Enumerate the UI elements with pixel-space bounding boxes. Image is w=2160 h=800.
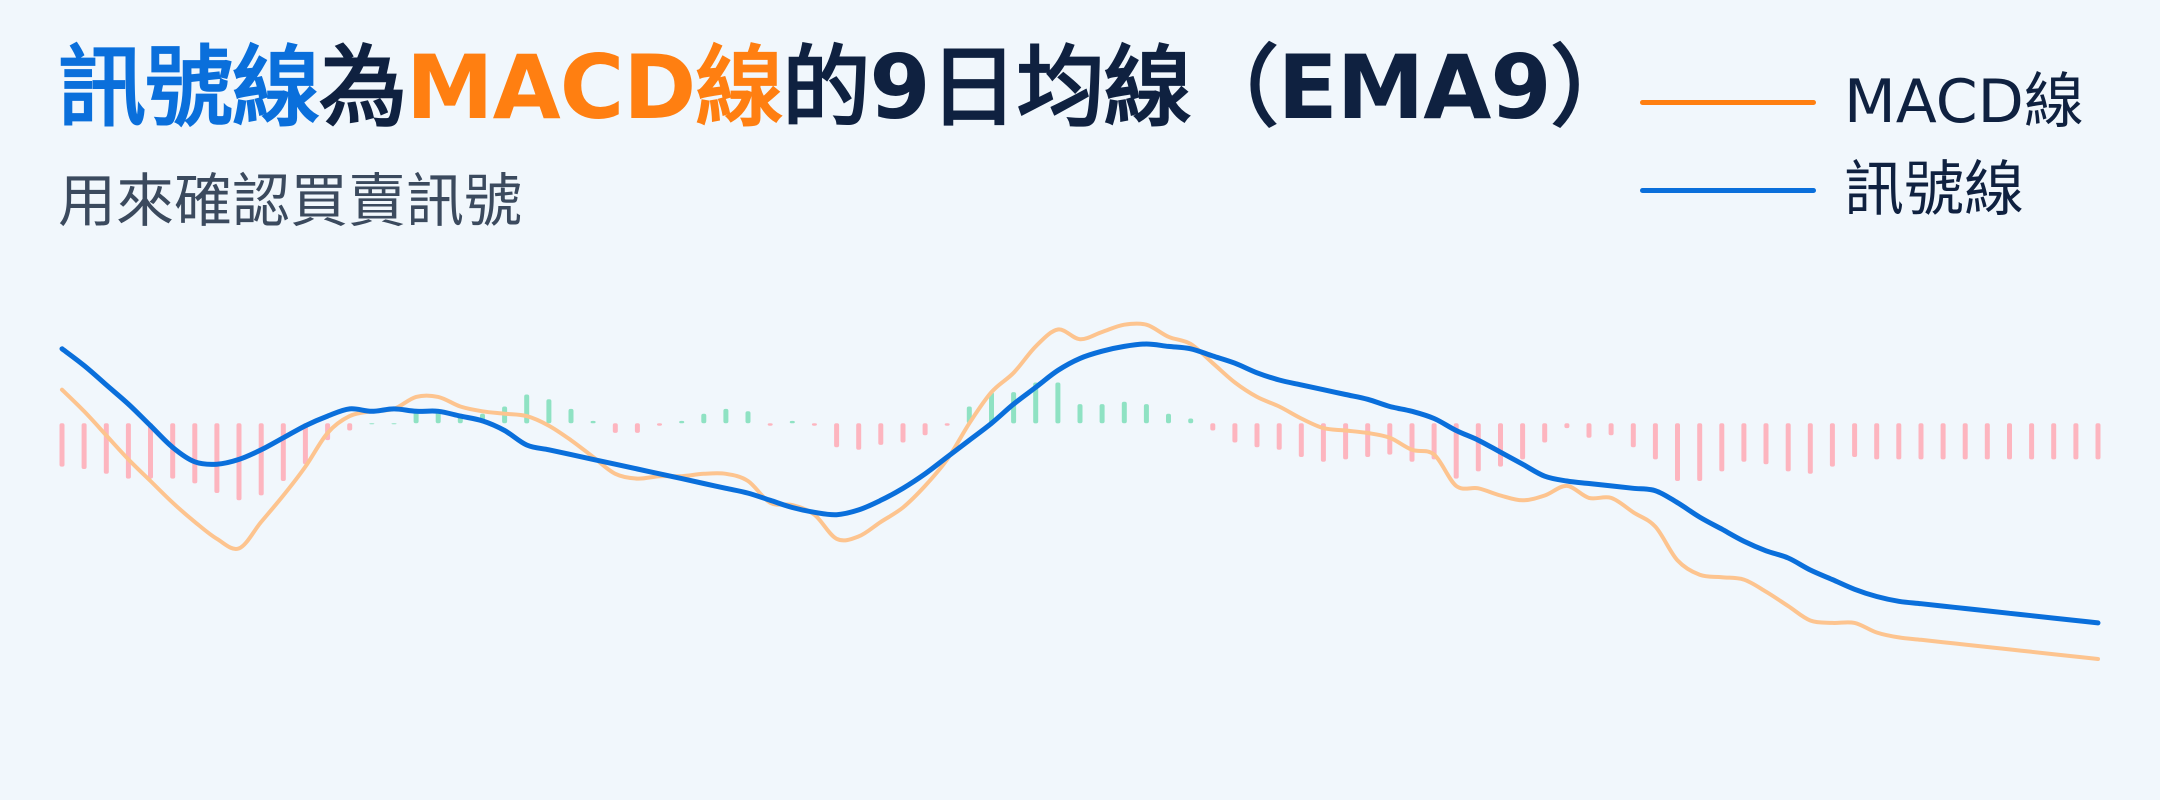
histogram-bar-negative [1608, 423, 1614, 436]
histogram-bar-negative [1652, 423, 1658, 460]
histogram-bar-negative [811, 423, 817, 426]
histogram-bar-negative [1741, 423, 1747, 462]
chart-title: 訊號線為MACD線的9日均線（EMA9） [58, 44, 1639, 132]
histogram-bar-negative [922, 423, 928, 436]
histogram-bar-negative [148, 423, 153, 479]
legend-label-macd: MACD線 [1844, 67, 2084, 137]
histogram-bar-negative [1276, 423, 1282, 450]
histogram-bar-negative [192, 423, 198, 484]
histogram-bar-positive [391, 423, 397, 425]
histogram-bar-negative [900, 423, 906, 443]
histogram-bar-negative [81, 423, 87, 469]
histogram-bar-positive [1077, 404, 1083, 424]
legend-swatch-macd [1640, 100, 1816, 105]
histogram-bar-positive [1099, 404, 1105, 424]
histogram-bar-negative [347, 423, 353, 431]
histogram-bar-negative [1520, 423, 1526, 460]
title-macd-word: MACD線 [406, 36, 783, 139]
histogram-bar-negative [258, 423, 264, 496]
histogram-bar-negative [1254, 423, 1260, 448]
histogram-bar-negative [1984, 423, 1990, 460]
macd-line [60, 321, 2100, 661]
signal-line [59, 341, 2101, 626]
histogram-bar-positive [1166, 413, 1171, 424]
histogram-bar-negative [944, 423, 950, 426]
histogram-bar-positive [701, 413, 707, 424]
histogram-bar-negative [302, 423, 308, 465]
histogram-bar-negative [856, 423, 862, 450]
histogram-bar-negative [834, 423, 840, 448]
chart-legend: MACD線 訊號線 [1640, 62, 2120, 238]
histogram-bar-negative [280, 423, 286, 481]
histogram-bar-negative [878, 423, 884, 445]
histogram-bar-negative [1918, 423, 1924, 460]
title-signal-word: 訊號線 [58, 36, 320, 139]
legend-label-signal: 訊號線 [1844, 155, 2024, 225]
histogram-bar-negative [1719, 423, 1725, 472]
histogram-bar-positive [1121, 401, 1127, 424]
histogram-bar-negative [2051, 423, 2057, 460]
histogram-bar-negative [634, 423, 640, 433]
histogram-bar-negative [125, 423, 131, 479]
histogram-bar-negative [1940, 423, 1946, 460]
histogram-bar-negative [612, 423, 618, 433]
histogram-bar-negative [170, 423, 176, 479]
histogram-bar-negative [1475, 423, 1481, 472]
histogram-bar-negative [2073, 423, 2079, 460]
histogram-bar-positive [679, 420, 685, 424]
histogram-bar-negative [1785, 423, 1791, 472]
histogram-bar-positive [524, 394, 530, 424]
histogram-bar-positive [789, 420, 795, 424]
legend-swatch-signal [1640, 188, 1816, 193]
histogram-bar-positive [723, 408, 729, 424]
histogram-bar-positive [1033, 382, 1039, 424]
histogram-bar-positive [568, 408, 574, 424]
histogram-bar-positive [745, 411, 751, 424]
histogram-bar-negative [1409, 423, 1415, 462]
histogram-bar-negative [1542, 423, 1548, 443]
histogram-bar-negative [1232, 423, 1238, 443]
histogram-bar-positive [546, 399, 552, 424]
histogram-bar-negative [1807, 423, 1813, 474]
title-remainder: 的9日均線（EMA9） [782, 36, 1638, 139]
histogram-bar-negative [657, 423, 662, 426]
histogram-bar-negative [1210, 423, 1216, 431]
histogram-bar-negative [1298, 423, 1304, 457]
histogram-bar-negative [1498, 423, 1503, 467]
histogram-bar-positive [1055, 382, 1061, 424]
histogram-bar-positive [1143, 404, 1149, 424]
histogram-bar-negative [1630, 423, 1636, 448]
histogram-bar-negative [1874, 423, 1880, 460]
histogram-bar-negative [1962, 423, 1968, 460]
histogram-bar-negative [1829, 423, 1835, 467]
histogram-bar-negative [1852, 423, 1858, 457]
histogram-bar-negative [1564, 423, 1570, 429]
histogram-layer [59, 382, 2101, 501]
legend-item-signal: 訊號線 [1640, 150, 2120, 238]
histogram-bar-negative [1431, 423, 1437, 460]
legend-item-macd: MACD線 [1640, 62, 2120, 150]
histogram-bar-negative [1365, 423, 1371, 457]
histogram-bar-negative [2095, 423, 2101, 460]
histogram-bar-negative [1697, 423, 1703, 481]
histogram-bar-negative [214, 423, 220, 493]
histogram-bar-negative [1763, 423, 1769, 465]
histogram-bar-negative [767, 423, 773, 426]
histogram-bar-negative [59, 423, 65, 467]
histogram-bar-negative [1896, 423, 1902, 460]
histogram-bar-negative [1675, 423, 1680, 481]
histogram-bar-positive [1188, 418, 1194, 424]
histogram-bar-negative [1320, 423, 1326, 462]
histogram-bar-negative [1586, 423, 1592, 438]
histogram-bar-positive [590, 420, 596, 424]
histogram-bar-negative [2029, 423, 2035, 460]
chart-subtitle: 用來確認買賣訊號 [58, 167, 523, 235]
histogram-bar-negative [2007, 423, 2012, 460]
histogram-bar-negative [1453, 423, 1459, 479]
histogram-bar-positive [369, 423, 375, 425]
histogram-bar-positive [989, 392, 994, 424]
title-connector-word: 為 [319, 36, 407, 139]
